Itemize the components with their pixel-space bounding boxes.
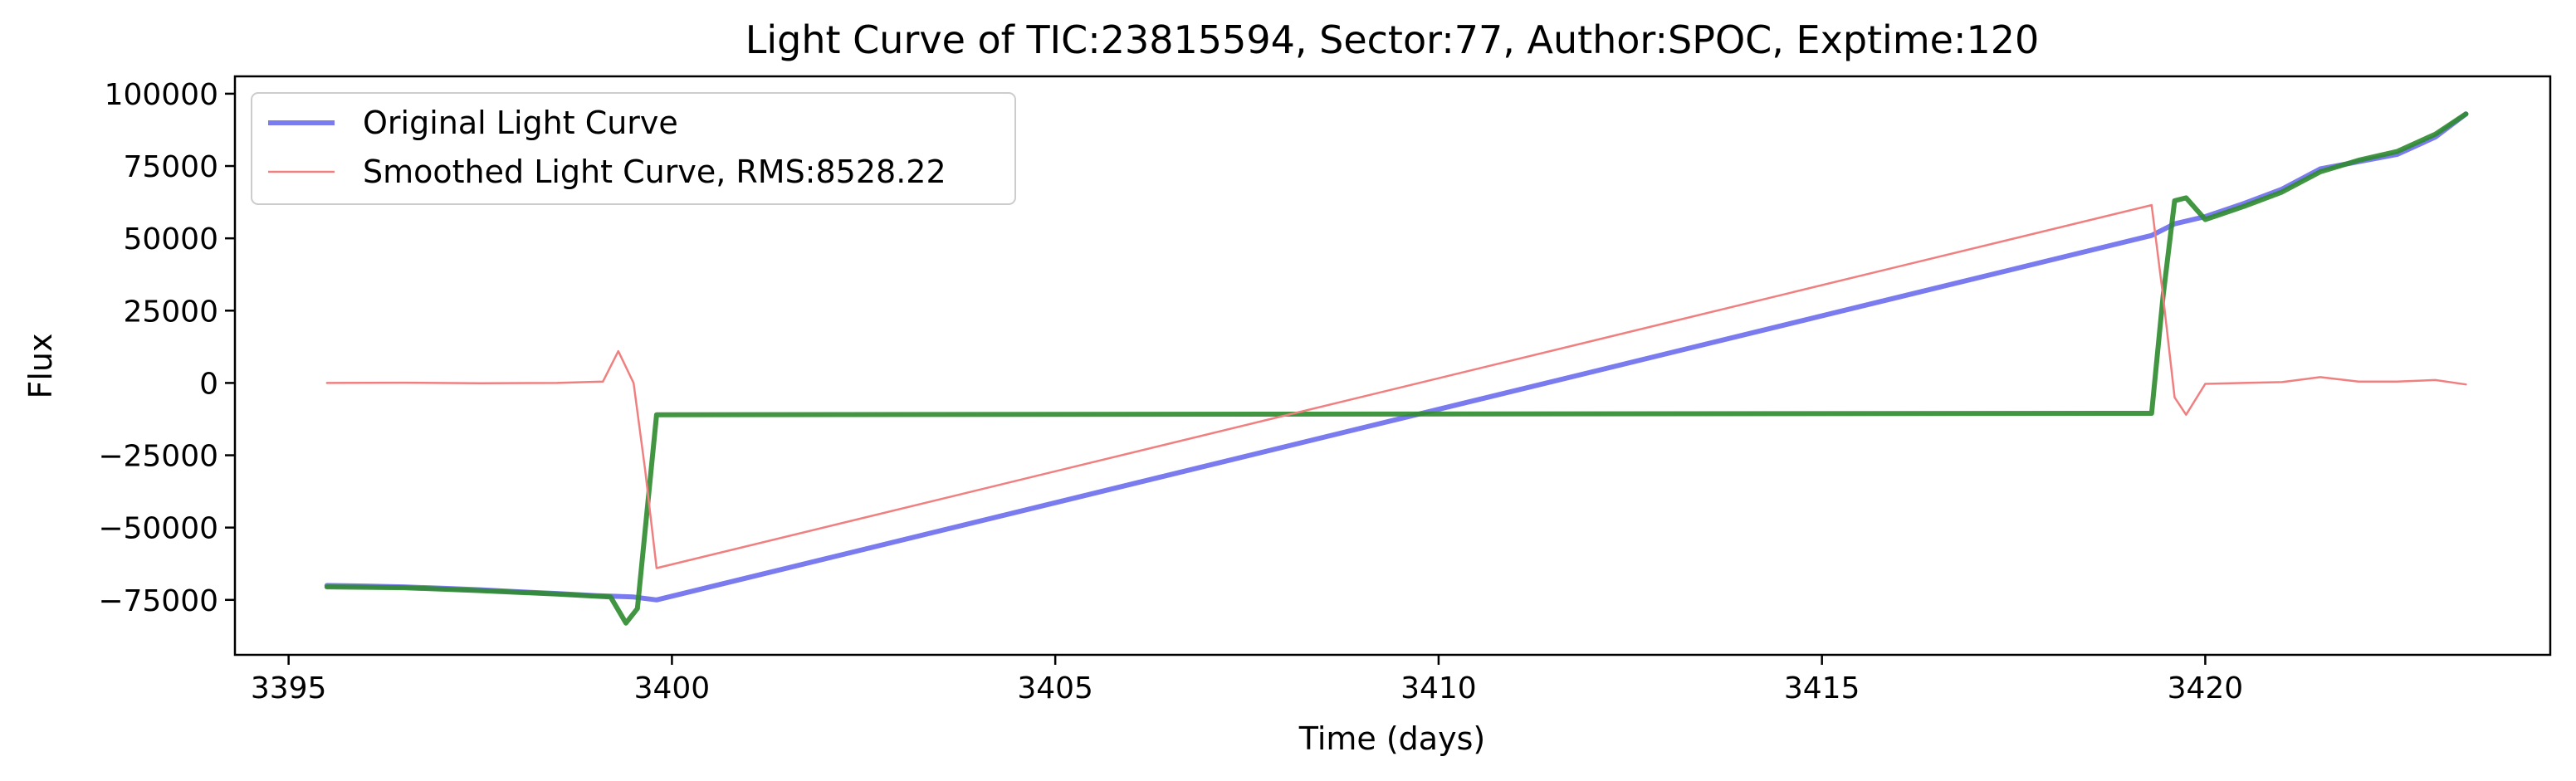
series-line-2 — [324, 111, 2469, 626]
legend-label-smoothed: Smoothed Light Curve, RMS:8528.22 — [363, 154, 946, 190]
y-tick-label: −50000 — [98, 512, 218, 546]
legend: Original Light Curve Smoothed Light Curv… — [251, 92, 1016, 205]
y-tick-label: 0 — [199, 367, 218, 401]
chart-title: Light Curve of TIC:23815594, Sector:77, … — [745, 17, 2040, 62]
x-tick-label: 3415 — [1784, 671, 1860, 705]
y-tick-label: 50000 — [123, 222, 218, 256]
x-tick-label: 3400 — [634, 671, 711, 705]
y-tick-label: −75000 — [98, 584, 218, 618]
series-line-3 — [325, 203, 2467, 569]
y-tick-label: 25000 — [123, 295, 218, 329]
x-tick-label: 3405 — [1017, 671, 1093, 705]
x-axis: 3395 3400 3405 3410 3415 3420 — [251, 655, 2243, 705]
x-axis-label: Time (days) — [1298, 720, 1485, 757]
x-tick-label: 3420 — [2168, 671, 2244, 705]
x-tick-label: 3395 — [251, 671, 327, 705]
legend-label-original: Original Light Curve — [363, 105, 678, 141]
y-axis: 100000 75000 50000 25000 0 −25000 −50000 −75000 — [98, 78, 235, 618]
y-tick-label: −25000 — [98, 440, 218, 474]
plot-area — [233, 75, 2552, 657]
x-tick-label: 3410 — [1400, 671, 1477, 705]
y-tick-label: 75000 — [123, 150, 218, 184]
legend-box — [251, 92, 1016, 205]
y-tick-label: 100000 — [105, 78, 218, 112]
y-axis-label: Flux — [22, 334, 59, 399]
series-layer — [324, 111, 2469, 626]
axes-frame — [233, 75, 2552, 657]
